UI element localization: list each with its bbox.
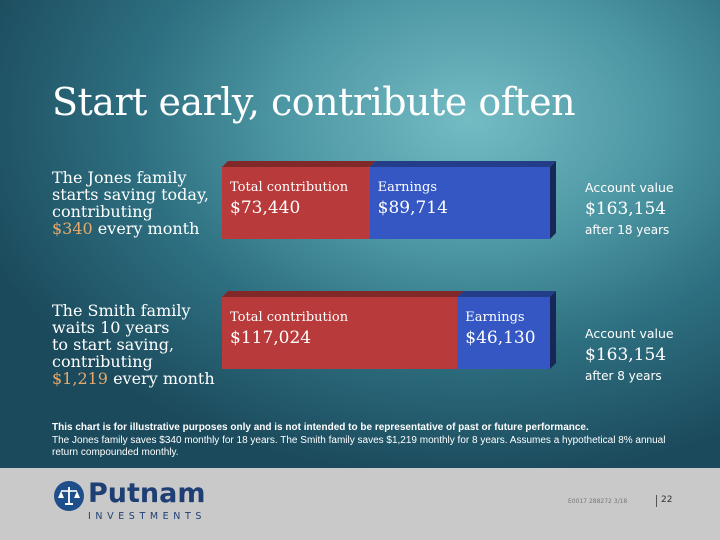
smith-contribution-series-label: Total contribution: [230, 310, 349, 325]
jones-contribution-series-label: Total contribution: [230, 180, 349, 195]
smith-account-value-amount: $163,154: [585, 345, 667, 365]
scales-of-justice-icon: [54, 481, 84, 511]
jones-label-line-2: starts saving today,: [52, 185, 209, 204]
jones-bar-side: [550, 161, 556, 239]
stacked-bar-chart: Total contribution $73,440 Earnings $89,714…: [222, 161, 556, 369]
disclaimer-bold: This chart is for illustrative purposes …: [52, 422, 589, 433]
jones-earnings-value-label: $89,714: [378, 198, 448, 218]
smith-label-line-5: $1,219 every month: [52, 370, 222, 387]
jones-account-value-note: after 18 years: [585, 223, 670, 237]
slide: Start early, contribute often The Jones …: [52, 80, 692, 460]
jones-label-line-3: contributing: [52, 202, 153, 221]
smith-contribution-bar-top: [222, 291, 464, 297]
jones-earnings-bar: [369, 167, 550, 239]
slide-title: Start early, contribute often: [52, 80, 576, 124]
smith-earnings-series-label: Earnings: [465, 310, 524, 325]
smith-label-line-1: The Smith family: [52, 301, 191, 320]
jones-earnings-series-label: Earnings: [378, 180, 437, 195]
smith-earnings-bar-top: [457, 291, 556, 297]
logo-subtitle: INVESTMENTS: [88, 511, 206, 522]
page-number: 22: [661, 495, 673, 505]
smith-label-line-2: waits 10 years: [52, 318, 170, 337]
jones-account-value: Account value $163,154 after 18 years: [585, 180, 674, 237]
smith-label-line-4: contributing: [52, 352, 153, 371]
smith-account-value-note: after 8 years: [585, 369, 662, 383]
smith-account-value: Account value $163,154 after 8 years: [585, 326, 674, 383]
smith-account-value-caption: Account value: [585, 326, 674, 341]
jones-label-tail: every month: [92, 219, 200, 238]
smith-monthly-amount: $1,219: [52, 369, 108, 388]
smith-label-line-3: to start saving,: [52, 335, 175, 354]
jones-earnings-bar-top: [369, 161, 556, 167]
jones-account-value-amount: $163,154: [585, 199, 667, 219]
jones-contribution-bar-top: [222, 161, 376, 167]
putnam-logo: Putnam INVESTMENTS: [54, 478, 214, 527]
jones-monthly-amount: $340: [52, 219, 93, 238]
smith-earnings-bar: [457, 297, 550, 369]
jones-label-line-1: The Jones family: [52, 168, 187, 187]
footer-separator: [656, 495, 657, 507]
jones-family-label: The Jones family starts saving today, co…: [52, 169, 222, 237]
footer-code: E0017 288272 3/18: [568, 498, 628, 505]
jones-contribution-bar: [222, 167, 370, 239]
jones-contribution-value-label: $73,440: [230, 198, 300, 218]
smith-contribution-value-label: $117,024: [230, 328, 311, 348]
smith-bar-side: [550, 291, 556, 369]
logo-name: Putnam: [88, 478, 206, 509]
jones-label-line-4: $340 every month: [52, 220, 222, 237]
smith-earnings-value-label: $46,130: [465, 328, 535, 348]
jones-account-value-caption: Account value: [585, 180, 674, 195]
smith-family-label: The Smith family waits 10 years to start…: [52, 302, 222, 387]
smith-contribution-bar: [222, 297, 458, 369]
smith-label-tail: every month: [107, 369, 215, 388]
footer: Putnam INVESTMENTS E0017 288272 3/18 22: [0, 468, 720, 540]
disclaimer-body: The Jones family saves $340 monthly for …: [52, 434, 666, 459]
disclaimer: This chart is for illustrative purposes …: [52, 422, 692, 460]
